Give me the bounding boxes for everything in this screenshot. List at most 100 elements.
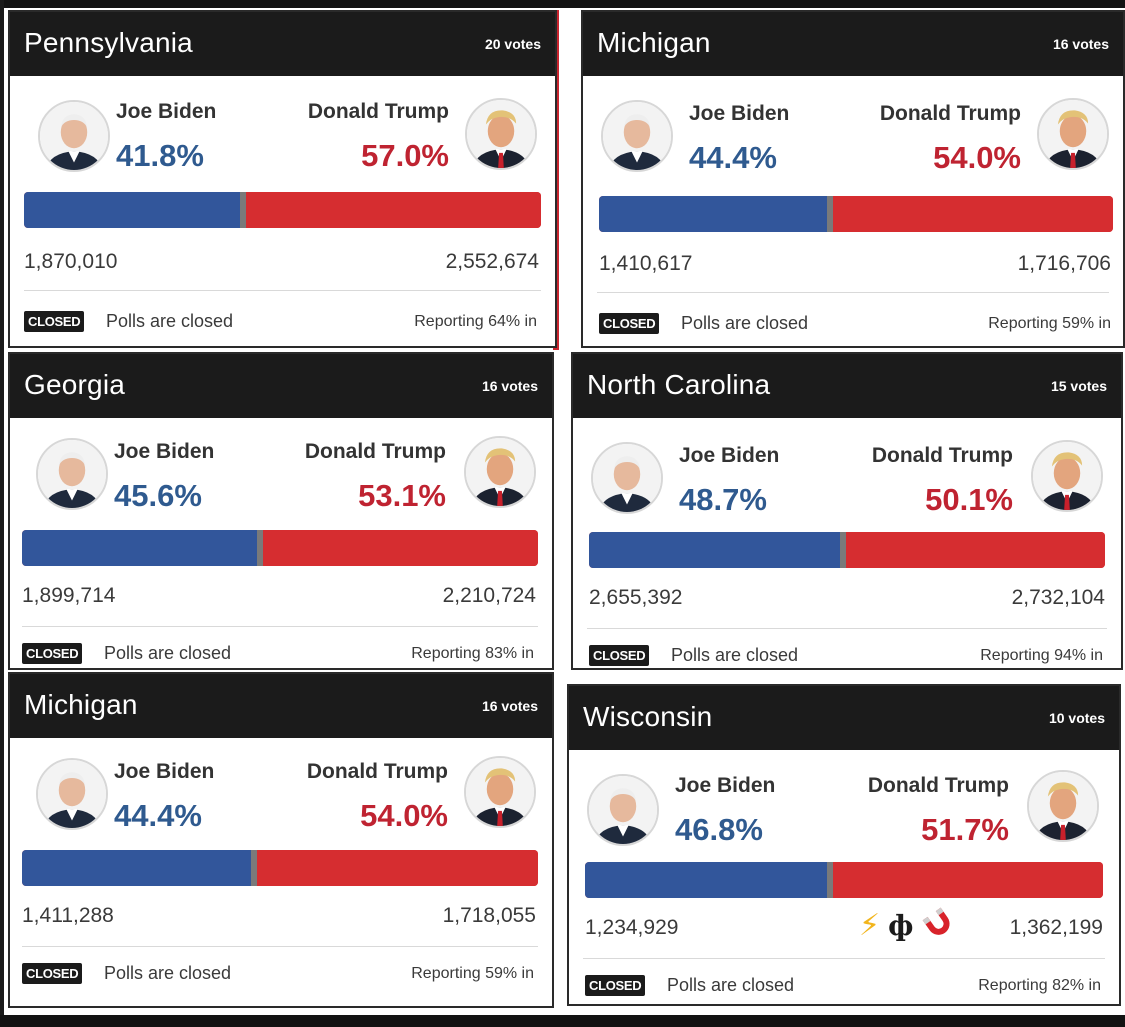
bar-separator [240, 192, 247, 228]
dem-candidate-name: Joe Biden [679, 444, 780, 467]
rep-vote-count: 1,718,055 [442, 904, 536, 927]
dem-bar-segment [24, 192, 241, 228]
rep-bar-segment [263, 530, 538, 566]
vote-share-bar [589, 532, 1105, 568]
vote-share-bar [22, 850, 538, 886]
polls-status: Polls are closed [106, 311, 234, 331]
dem-percentage: 46.8% [675, 812, 763, 847]
card-divider [597, 292, 1109, 293]
vote-share-bar [599, 196, 1113, 232]
trump-avatar [1027, 770, 1099, 842]
dem-vote-count: 1,234,929 [585, 916, 679, 939]
card-divider [24, 290, 541, 291]
rep-vote-count: 2,552,674 [445, 250, 539, 273]
trump-avatar [464, 436, 536, 508]
card-header: Michigan 16 votes [583, 12, 1123, 76]
trump-avatar [464, 756, 536, 828]
card-divider [22, 626, 538, 627]
card-header: North Carolina 15 votes [573, 354, 1121, 418]
electoral-votes: 10 votes [1048, 710, 1105, 726]
state-name: Wisconsin [583, 701, 713, 732]
biden-avatar [587, 774, 659, 846]
rep-vote-count: 2,210,724 [442, 584, 536, 607]
polls-status: Polls are closed [681, 313, 809, 333]
electoral-votes: 16 votes [481, 378, 538, 394]
state-card-pennsylvania: Pennsylvania 20 votes Joe Biden 41.8% Do… [8, 10, 557, 348]
dem-percentage: 48.7% [679, 482, 767, 517]
phi-symbol-icon: ф [888, 909, 914, 942]
rep-candidate-name: Donald Trump [307, 100, 449, 123]
electoral-votes: 15 votes [1050, 378, 1107, 394]
closed-badge: CLOSED [22, 643, 83, 664]
card-header: Georgia 16 votes [10, 354, 552, 418]
dem-vote-count: 2,655,392 [589, 586, 683, 609]
rep-vote-count: 2,732,104 [1011, 586, 1105, 609]
dem-percentage: 44.4% [114, 798, 202, 833]
rep-bar-segment [846, 532, 1105, 568]
bar-separator [251, 850, 258, 886]
dem-candidate-name: Joe Biden [114, 440, 215, 463]
dem-vote-count: 1,870,010 [24, 250, 118, 273]
dem-bar-segment [599, 196, 828, 232]
electoral-votes: 20 votes [484, 36, 541, 52]
dem-vote-count: 1,411,288 [22, 904, 114, 927]
biden-avatar [36, 438, 108, 510]
dem-bar-segment [589, 532, 841, 568]
card-divider [583, 958, 1105, 959]
image-bottom-border [0, 1015, 1125, 1027]
rep-percentage: 54.0% [933, 140, 1021, 175]
reporting-status: Reporting 59% in [988, 315, 1111, 332]
dem-percentage: 41.8% [116, 138, 204, 173]
dem-bar-segment [22, 850, 252, 886]
state-name: Michigan [597, 27, 711, 58]
state-card-michigan-duplicate: Michigan 16 votes Joe Biden 44.4% Donald… [8, 672, 554, 1008]
state-name: Michigan [24, 689, 138, 720]
polls-status: Polls are closed [671, 645, 799, 665]
image-left-border [0, 0, 4, 1027]
rep-candidate-name: Donald Trump [867, 774, 1009, 797]
reporting-status: Reporting 64% in [414, 313, 537, 330]
dem-candidate-name: Joe Biden [675, 774, 776, 797]
card-header: Pennsylvania 20 votes [10, 12, 555, 76]
rep-percentage: 51.7% [921, 812, 1009, 847]
rep-candidate-name: Donald Trump [871, 444, 1013, 467]
reporting-status: Reporting 82% in [978, 977, 1101, 994]
polls-status: Polls are closed [667, 975, 795, 995]
biden-avatar [36, 758, 108, 830]
trump-avatar [1037, 98, 1109, 170]
reporting-status: Reporting 94% in [980, 647, 1103, 664]
vote-share-bar [585, 862, 1103, 898]
vote-share-bar [22, 530, 538, 566]
closed-badge: CLOSED [589, 645, 650, 666]
overlay-emoji-group: ⚡ ф [859, 906, 955, 946]
card-header: Wisconsin 10 votes [569, 686, 1119, 750]
dem-candidate-name: Joe Biden [689, 102, 790, 125]
state-card-georgia: Georgia 16 votes Joe Biden 45.6% Donald … [8, 352, 554, 670]
reporting-status: Reporting 83% in [411, 645, 534, 662]
state-card-north-carolina: North Carolina 15 votes Joe Biden 48.7% … [571, 352, 1123, 670]
image-top-border [0, 0, 1125, 8]
dem-bar-segment [22, 530, 258, 566]
closed-badge: CLOSED [22, 963, 83, 984]
electoral-votes: 16 votes [1052, 36, 1109, 52]
state-card-wisconsin: Wisconsin 10 votes Joe Biden 46.8% Donal… [567, 684, 1121, 1006]
dem-vote-count: 1,410,617 [599, 252, 693, 275]
rep-percentage: 54.0% [360, 798, 448, 833]
trump-avatar [465, 98, 537, 170]
state-card-michigan: Michigan 16 votes Joe Biden 44.4% Donald… [581, 10, 1125, 348]
biden-avatar [38, 100, 110, 172]
state-name: Georgia [24, 369, 126, 400]
rep-bar-segment [833, 196, 1113, 232]
dem-vote-count: 1,899,714 [22, 584, 116, 607]
dem-bar-segment [585, 862, 828, 898]
rep-candidate-name: Donald Trump [879, 102, 1021, 125]
biden-avatar [591, 442, 663, 514]
vote-share-bar [24, 192, 541, 228]
lightning-icon: ⚡ [859, 909, 881, 942]
rep-bar-segment [833, 862, 1103, 898]
rep-bar-segment [257, 850, 538, 886]
dem-percentage: 45.6% [114, 478, 202, 513]
dem-candidate-name: Joe Biden [116, 100, 217, 123]
state-name: Pennsylvania [24, 27, 193, 58]
dem-percentage: 44.4% [689, 140, 777, 175]
